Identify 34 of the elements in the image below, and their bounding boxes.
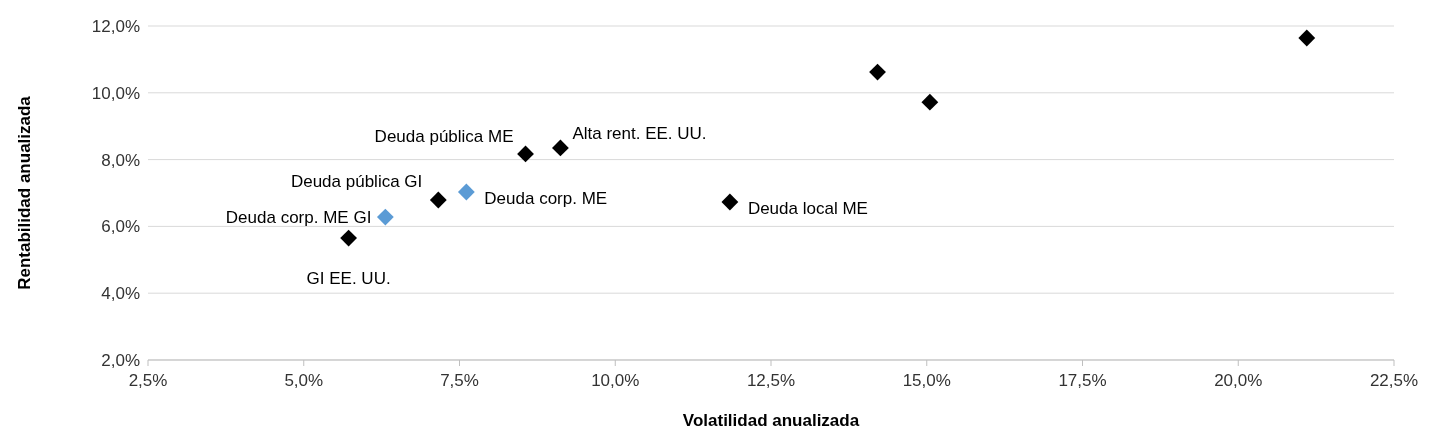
annotation: Deuda local ME (747, 198, 868, 218)
x-tick-label: 22,5% (1369, 371, 1419, 390)
y-tick-label: 12,0% (91, 16, 140, 36)
point (1298, 29, 1316, 47)
x-tick-label: 20,0% (1214, 371, 1263, 390)
annotation: Deuda pública ME (374, 126, 514, 146)
point (517, 145, 534, 163)
x-tick-label: 10,0% (591, 371, 640, 390)
y-tick-label: 8,0% (101, 150, 140, 170)
x-axis-title: Volatilidad anualizada (682, 411, 860, 430)
annotation: Alta rent. EE. UU. (572, 123, 707, 143)
x-tick-label: 12,5% (746, 371, 796, 390)
y-tick-label: 10,0% (91, 83, 140, 103)
x-tick-label: 5,0% (284, 371, 324, 390)
y-tick-label: 2,0% (101, 350, 140, 370)
annotation: GI EE. UU. (306, 269, 391, 289)
x-tick-label: 15,0% (902, 371, 951, 390)
point (921, 93, 939, 111)
point (552, 139, 569, 157)
annotation: Deuda corp. ME GI (225, 208, 372, 227)
y-tick-label: 6,0% (101, 217, 140, 237)
x-tick-label: 17,5% (1058, 371, 1107, 390)
point (429, 191, 447, 209)
y-tick-label: 4,0% (101, 284, 140, 304)
point (340, 229, 358, 247)
x-tick-label: 2,5% (128, 371, 168, 390)
annotation: Deuda corp. ME (484, 188, 608, 208)
point (376, 208, 394, 226)
x-tick-label: 7,5% (440, 371, 479, 390)
point (457, 183, 475, 201)
annotation: Deuda pública GI (290, 171, 423, 191)
y-axis-title: Rentabilidad anualizada (15, 95, 34, 290)
point (721, 193, 739, 211)
point (869, 63, 886, 81)
